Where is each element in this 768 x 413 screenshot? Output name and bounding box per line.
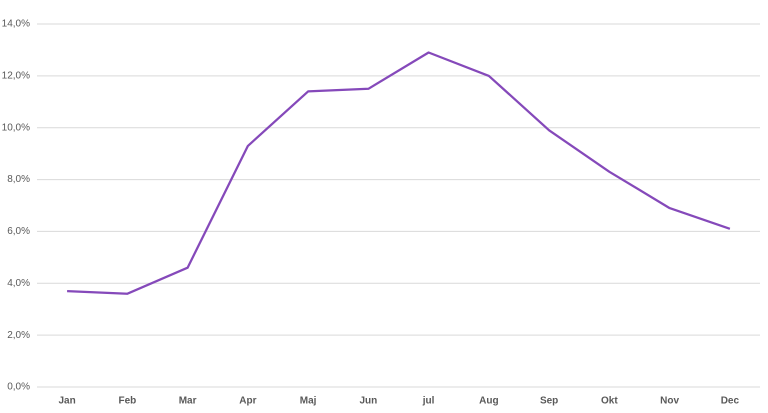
y-tick-label: 2,0% bbox=[7, 330, 30, 341]
x-tick-label: Okt bbox=[601, 396, 618, 407]
y-tick-label: 6,0% bbox=[7, 226, 30, 237]
x-tick-label: Apr bbox=[239, 396, 256, 407]
y-tick-label: 4,0% bbox=[7, 278, 30, 289]
data-line bbox=[67, 51, 731, 295]
x-tick-label: Mar bbox=[179, 396, 197, 407]
y-tick-label: 8,0% bbox=[7, 174, 30, 185]
x-tick-label: jul bbox=[422, 396, 435, 407]
y-tick-label: 12,0% bbox=[2, 70, 30, 81]
x-tick-label: Sep bbox=[540, 396, 558, 407]
y-tick-label: 0,0% bbox=[7, 382, 30, 393]
y-tick-label: 10,0% bbox=[2, 122, 30, 133]
x-tick-label: Maj bbox=[300, 396, 317, 407]
y-tick-label: 14,0% bbox=[2, 19, 30, 30]
x-tick-label: Dec bbox=[721, 396, 740, 407]
x-tick-label: Jan bbox=[59, 396, 76, 407]
x-tick-label: Feb bbox=[118, 396, 136, 407]
x-tick-label: Aug bbox=[479, 396, 498, 407]
x-tick-label: Jun bbox=[359, 396, 377, 407]
x-tick-label: Nov bbox=[660, 396, 679, 407]
